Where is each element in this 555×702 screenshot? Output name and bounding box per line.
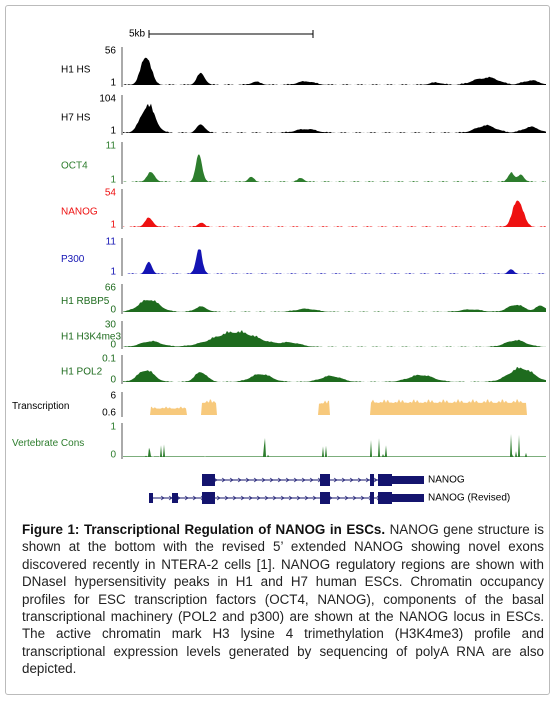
track-max: 56 (105, 46, 117, 57)
track-label: Vertebrate Cons (12, 438, 84, 449)
gene-exon (378, 492, 392, 504)
figure-frame: 5kb H1 HS 56 1 H7 HS 104 1 OCT4 11 1 NANOG 54 1 P300… (5, 5, 550, 695)
gene-arrow (277, 477, 282, 483)
gene-arrow (256, 495, 261, 501)
gene-arrow (224, 495, 229, 501)
gene-arrow (293, 477, 298, 483)
gene-arrow (160, 495, 165, 501)
gene-exon (320, 492, 330, 504)
track-label: OCT4 (61, 160, 88, 171)
track-max: 1 (110, 422, 116, 433)
gene-exon (202, 492, 215, 504)
track-signal (123, 330, 546, 347)
gene-arrow (253, 477, 258, 483)
track-max: 54 (105, 188, 117, 199)
gene-arrow (280, 495, 285, 501)
track-label: H7 HS (61, 112, 91, 123)
gene-arrow (264, 495, 269, 501)
gene-exon (378, 474, 392, 486)
track-min: 0 (110, 305, 116, 316)
gene-arrow (245, 477, 250, 483)
gene-arrow (349, 477, 354, 483)
track-signal (123, 103, 546, 133)
gene-label: NANOG (428, 475, 465, 486)
track-max: 66 (105, 283, 117, 294)
track-min: 1 (110, 78, 116, 89)
gene-exon (392, 476, 424, 484)
gene-exon (202, 474, 215, 486)
gene-arrow (269, 477, 274, 483)
gene-arrow (357, 477, 362, 483)
track-signal (123, 366, 546, 382)
gene-arrow (341, 477, 346, 483)
track-signal (123, 154, 546, 182)
gene-arrow (237, 477, 242, 483)
track-max: 104 (99, 94, 116, 105)
gene-arrow (221, 477, 226, 483)
gene-arrow (373, 477, 378, 483)
gene-exon (320, 474, 330, 486)
track-max: 11 (106, 141, 117, 152)
track-label: H1 POL2 (61, 366, 103, 377)
track-label: P300 (61, 254, 85, 265)
gene-arrow (309, 477, 314, 483)
gene-arrow (192, 495, 197, 501)
track-max: 6 (110, 391, 116, 402)
gene-arrow (272, 495, 277, 501)
track-min: 0.6 (102, 408, 116, 419)
track-max: 11 (106, 237, 117, 248)
gene-arrow (229, 477, 234, 483)
track-signal (123, 200, 546, 227)
track-min: 1 (110, 267, 116, 278)
track-label: Transcription (12, 401, 69, 412)
track-signal (123, 249, 546, 274)
gene-arrow (296, 495, 301, 501)
gene-arrow (240, 495, 245, 501)
track-min: 0 (110, 450, 116, 461)
track-signal (123, 398, 546, 415)
caption-title: Figure 1: Transcriptional Regulation of … (22, 522, 386, 537)
gene-exon (370, 474, 374, 486)
gene-arrow (344, 495, 349, 501)
gene-arrow (365, 477, 370, 483)
gene-arrow (336, 495, 341, 501)
track-label: H1 RBBP5 (61, 296, 110, 307)
gene-exon (370, 492, 374, 504)
track-signal (123, 57, 546, 85)
gene-arrow (352, 495, 357, 501)
track-min: 1 (110, 175, 116, 186)
track-min: 0 (110, 340, 116, 351)
gene-arrow (301, 477, 306, 483)
track-signal (123, 299, 546, 312)
gene-arrow (285, 477, 290, 483)
gene-arrow (360, 495, 365, 501)
caption: Figure 1: Transcriptional Regulation of … (22, 521, 544, 678)
gene-exon (392, 494, 424, 502)
gene-arrow (216, 495, 221, 501)
gene-arrow (232, 495, 237, 501)
gene-arrow (261, 477, 266, 483)
track-label: H1 HS (61, 64, 91, 75)
gene-label: NANOG (Revised) (428, 493, 510, 504)
track-min: 1 (110, 220, 116, 231)
track-signal (123, 433, 546, 457)
gene-arrow (312, 495, 317, 501)
gene-exon (149, 493, 153, 503)
track-label: H1 H3K4me3 (61, 332, 121, 343)
track-min: 0 (110, 375, 116, 386)
track-max: 30 (105, 320, 117, 331)
gene-arrow (248, 495, 253, 501)
scale-label: 5kb (129, 29, 146, 40)
gene-arrow (333, 477, 338, 483)
track-max: 0.1 (102, 354, 116, 365)
track-min: 1 (110, 126, 116, 137)
track-label: NANOG (61, 206, 98, 217)
gene-arrow (288, 495, 293, 501)
gene-exon (172, 493, 178, 503)
gene-arrow (304, 495, 309, 501)
caption-text: NANOG gene structure is shown at the bot… (22, 522, 544, 677)
gene-arrow (184, 495, 189, 501)
